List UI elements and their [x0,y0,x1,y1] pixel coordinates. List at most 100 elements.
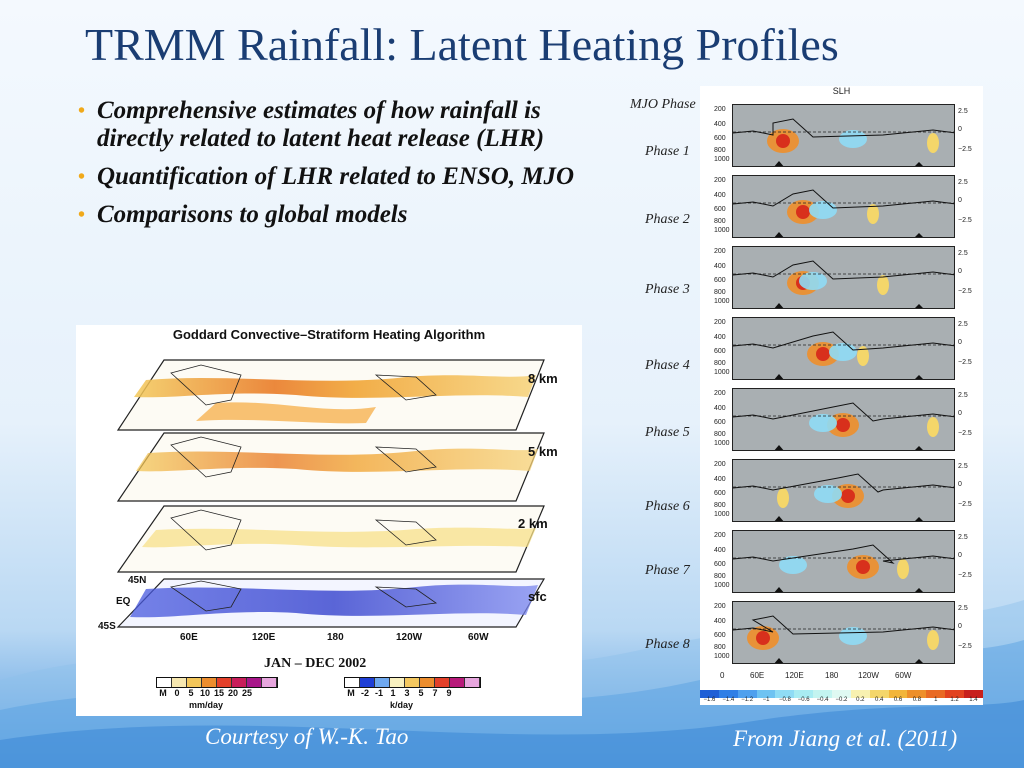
rain-tick: 5 [188,688,194,698]
bullet-dot-icon: • [78,100,86,122]
slh-right-tick: −2.5 [958,501,972,508]
slh-right-tick: −2.5 [958,146,972,153]
slh-pressure-tick: 600 [714,490,726,497]
slh-panel [732,175,955,238]
slh-panel [732,388,955,451]
lon-label: 60E [180,632,198,643]
lon-label: 120W [396,632,423,643]
heat-tick: 1 [390,688,396,698]
slh-lon-tick: 120E [785,671,804,680]
slh-pressure-tick: 1000 [714,582,730,589]
slh-right-tick: 0 [958,268,962,275]
slh-pressure-tick: 200 [714,248,726,255]
heat-tick: M [347,688,355,698]
rain-unit: mm/day [189,700,224,710]
phase-label: Phase 3 [645,282,690,297]
slh-right-tick: 2.5 [958,605,968,612]
slide-title: TRMM Rainfall: Latent Heating Profiles [85,19,839,70]
rain-tick: M [159,688,167,698]
slh-panel [732,459,955,522]
slh-colorbar-tick: 1.4 [969,697,978,703]
rain-tick: 10 [199,688,210,698]
slh-colorbar-tick: 1 [934,697,938,703]
slh-right-tick: 2.5 [958,321,968,328]
slh-panel-graphic [733,260,954,308]
slh-right-tick: −2.5 [958,430,972,437]
lon-label: 60W [468,632,489,643]
rain-tick: 0 [174,688,180,698]
slh-colorbar-tick: 0.6 [893,697,903,703]
phase-label: Phase 7 [645,563,690,578]
bullet-text: Quantification of LHR related to ENSO, M… [97,163,575,190]
slh-pressure-tick: 800 [714,360,726,367]
slh-panel [732,317,955,380]
slh-pressure-tick: 400 [714,121,726,128]
slh-lon-tick: 60E [750,671,765,680]
slh-right-tick: 0 [958,410,962,417]
rain-colorbar [156,677,278,688]
slh-colorbar-tick: 0.2 [856,697,865,703]
slh-panel [732,246,955,309]
level-label: 8 km [528,371,558,386]
slh-colorbar-tick: −0.8 [778,697,791,703]
bullet-dot-icon: • [78,166,86,188]
slh-colorbar-tick: 0.4 [874,697,884,703]
slh-pressure-tick: 400 [714,547,726,554]
slh-colorbar-tick: −1.6 [703,697,716,703]
phase-label: Phase 5 [645,425,690,440]
lat-label: 45N [128,575,147,586]
slh-pressure-tick: 1000 [714,369,730,376]
slh-pressure-tick: 200 [714,177,726,184]
heat-tick: 3 [404,688,410,698]
slh-right-tick: 0 [958,126,962,133]
slh-pressure-tick: 200 [714,461,726,468]
heat-colorbar [344,677,481,688]
heat-tick: 7 [432,688,438,698]
slh-right-tick: 2.5 [958,179,968,186]
phase-label: Phase 2 [645,212,690,227]
bullet-text: Comprehensive estimates of how rainfall … [97,97,545,152]
slh-colorbar-tick: −0.6 [797,697,810,703]
slh-lon-tick: 120W [858,671,879,680]
slh-panel-graphic [733,544,954,592]
slh-pressure-tick: 800 [714,644,726,651]
slh-pressure-tick: 600 [714,419,726,426]
slh-pressure-tick: 1000 [714,653,730,660]
bullet-list: • Comprehensive estimates of how rainfall… [78,97,623,239]
slh-pressure-tick: 200 [714,319,726,326]
heat-tick: 5 [418,688,424,698]
slh-pressure-tick: 1000 [714,227,730,234]
slh-panel [732,601,955,664]
rain-tick: 15 [213,688,224,698]
slh-panel-graphic [733,615,954,663]
slh-right-tick: −2.5 [958,288,972,295]
slh-pressure-tick: 600 [714,561,726,568]
slh-right-tick: 0 [958,339,962,346]
slh-right-tick: −2.5 [958,359,972,366]
slh-panel-graphic [733,189,954,237]
slh-pressure-tick: 400 [714,263,726,270]
slh-right-tick: −2.5 [958,572,972,579]
period-label: JAN – DEC 2002 [264,656,367,671]
level-label: sfc [528,589,547,604]
slh-pressure-tick: 800 [714,431,726,438]
bullet-item: • Comprehensive estimates of how rainfall… [78,97,623,153]
slh-colorbar [700,690,983,698]
goddard-heating-figure: Goddard Convective–Stratiform Heating Al… [76,325,582,716]
slh-panel-graphic [733,473,954,521]
slh-pressure-tick: 200 [714,603,726,610]
rain-tick: 20 [227,688,238,698]
slh-right-tick: 2.5 [958,108,968,115]
slh-colorbar-tick: −1 [762,697,770,703]
bullet-dot-icon: • [78,204,86,226]
slh-pressure-tick: 400 [714,618,726,625]
slh-pressure-tick: 1000 [714,156,730,163]
slh-colorbar-ticks: −1.6 −1.4 −1.2 −1 −0.8 −0.6 −0.4 −0.2 0.… [700,697,983,703]
slh-pressure-tick: 200 [714,106,726,113]
slh-pressure-tick: 1000 [714,298,730,305]
slh-figure-title: SLH [832,86,851,96]
slh-colorbar-tick: −0.4 [816,697,829,703]
heat-unit: k/day [390,700,414,710]
mjo-phase-header: MJO Phase [630,97,696,112]
slh-right-tick: 2.5 [958,250,968,257]
